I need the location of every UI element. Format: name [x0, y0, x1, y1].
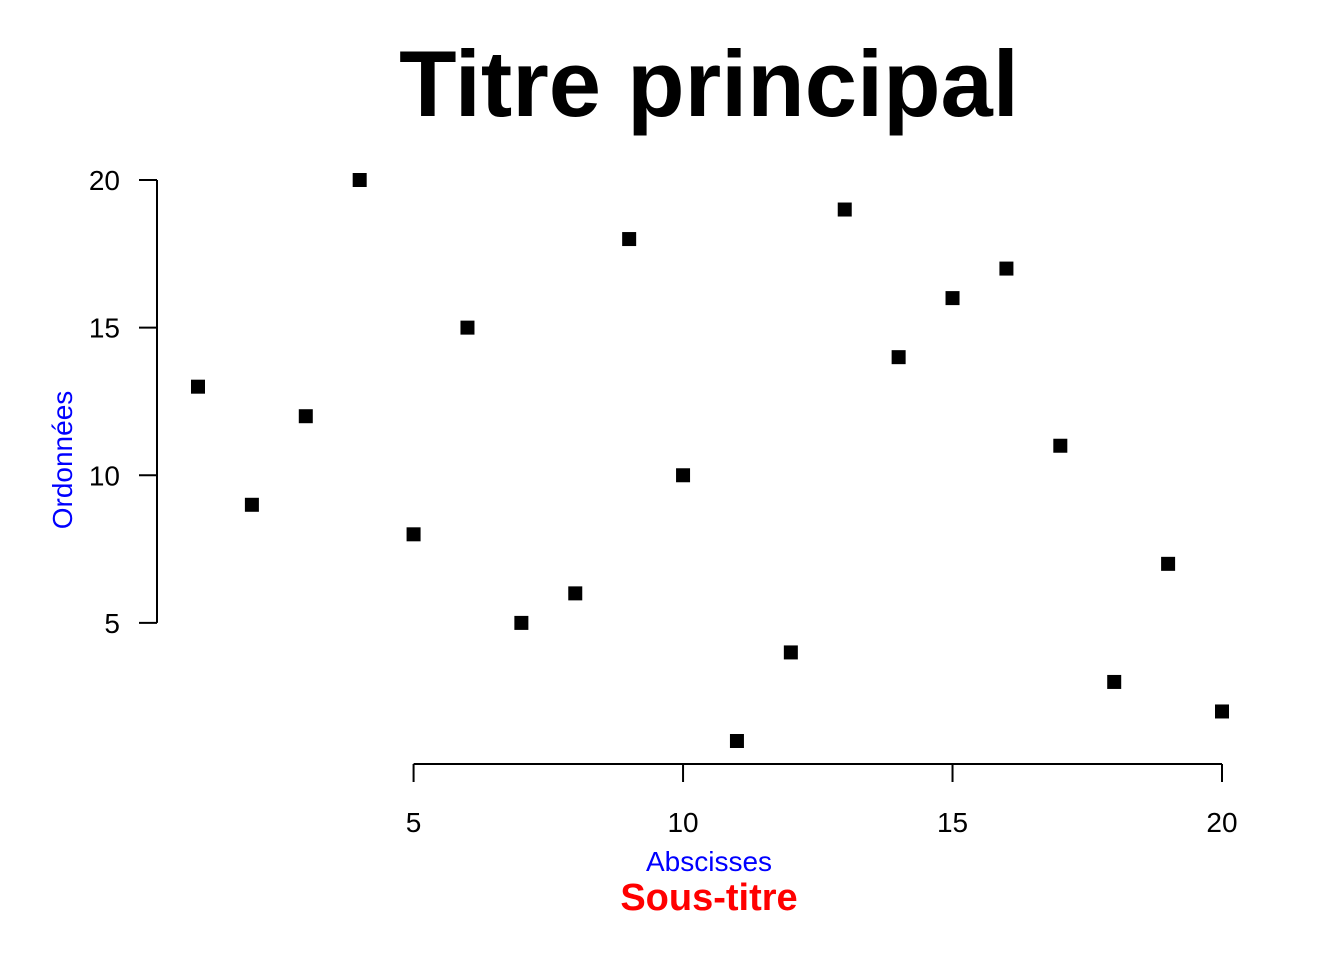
data-point	[1107, 674, 1122, 689]
data-point	[1161, 556, 1176, 571]
y-tick-label: 5	[104, 608, 120, 639]
data-point	[729, 734, 744, 748]
data-point	[945, 291, 960, 306]
data-point	[191, 379, 205, 394]
y-tick-label: 20	[89, 165, 120, 196]
data-point	[244, 497, 259, 512]
data-point	[622, 232, 637, 247]
data-point	[298, 409, 313, 424]
y-axis-label: Ordonnées	[47, 391, 78, 530]
data-point	[783, 645, 798, 660]
data-point	[676, 468, 691, 483]
data-point	[1215, 704, 1229, 719]
data-point	[891, 350, 906, 365]
x-axis-label: Abscisses	[646, 846, 772, 877]
x-tick-label: 10	[667, 807, 698, 838]
data-point	[1053, 438, 1068, 453]
chart-title: Titre principal	[399, 31, 1019, 136]
x-tick-label: 20	[1206, 807, 1237, 838]
data-point	[460, 320, 475, 335]
x-axis: 5 10 15 20	[406, 763, 1238, 838]
data-point	[514, 615, 529, 630]
data-point	[837, 202, 852, 217]
data-point	[406, 527, 421, 542]
x-tick-label: 5	[406, 807, 422, 838]
x-tick-label: 15	[937, 807, 968, 838]
y-axis: 5 10 15 20	[89, 165, 158, 639]
data-point	[352, 173, 367, 187]
chart-subtitle: Sous-titre	[620, 877, 797, 919]
y-tick-label: 10	[89, 460, 120, 491]
data-point	[568, 586, 583, 601]
y-tick-label: 15	[89, 313, 120, 344]
data-point	[999, 261, 1014, 276]
data-points	[191, 173, 1229, 748]
